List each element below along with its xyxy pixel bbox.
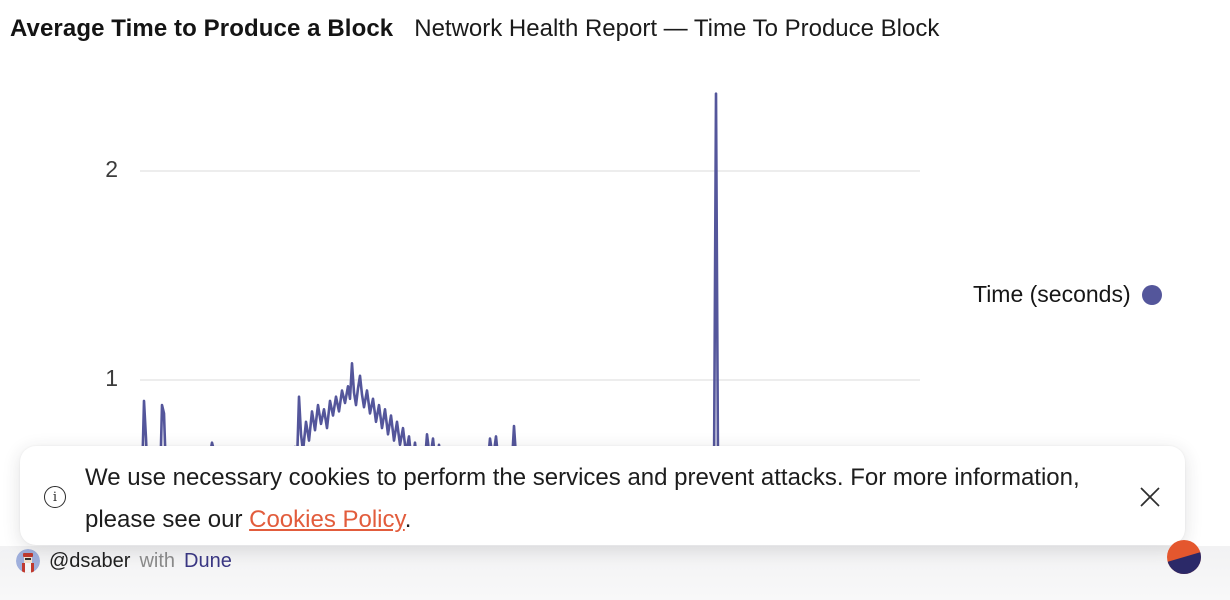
footer-with-text: with [139,549,176,572]
cookie-banner: i We use necessary cookies to perform th… [20,446,1185,545]
y-axis-tick-1: 1 [105,365,118,391]
author-handle-link[interactable]: @dsaber [49,549,131,572]
dune-logo-icon[interactable] [1167,540,1201,574]
cookie-message: We use necessary cookies to perform the … [85,457,1105,541]
page-title: Average Time to Produce a Block [10,15,394,42]
header: Average Time to Produce a Block Network … [10,15,939,43]
page-subtitle: Network Health Report — Time To Produce … [414,15,940,42]
cookie-message-text: We use necessary cookies to perform the … [85,464,1080,533]
legend-dot-icon [1141,284,1162,305]
dune-brand-link[interactable]: Dune [184,549,232,572]
gridline-1 [140,379,920,381]
close-icon[interactable] [1137,484,1163,510]
avatar [16,549,40,573]
gridline-2 [140,170,920,172]
info-icon: i [44,486,66,508]
cookies-policy-link[interactable]: Cookies Policy [249,506,405,533]
legend-label: Time (seconds) [973,281,1131,307]
embed-footer: @dsaber with Dune [0,546,1230,600]
y-axis-tick-2: 2 [105,156,118,182]
cookie-message-period: . [404,506,412,533]
legend-item-time-seconds[interactable]: Time (seconds) [973,281,1162,308]
